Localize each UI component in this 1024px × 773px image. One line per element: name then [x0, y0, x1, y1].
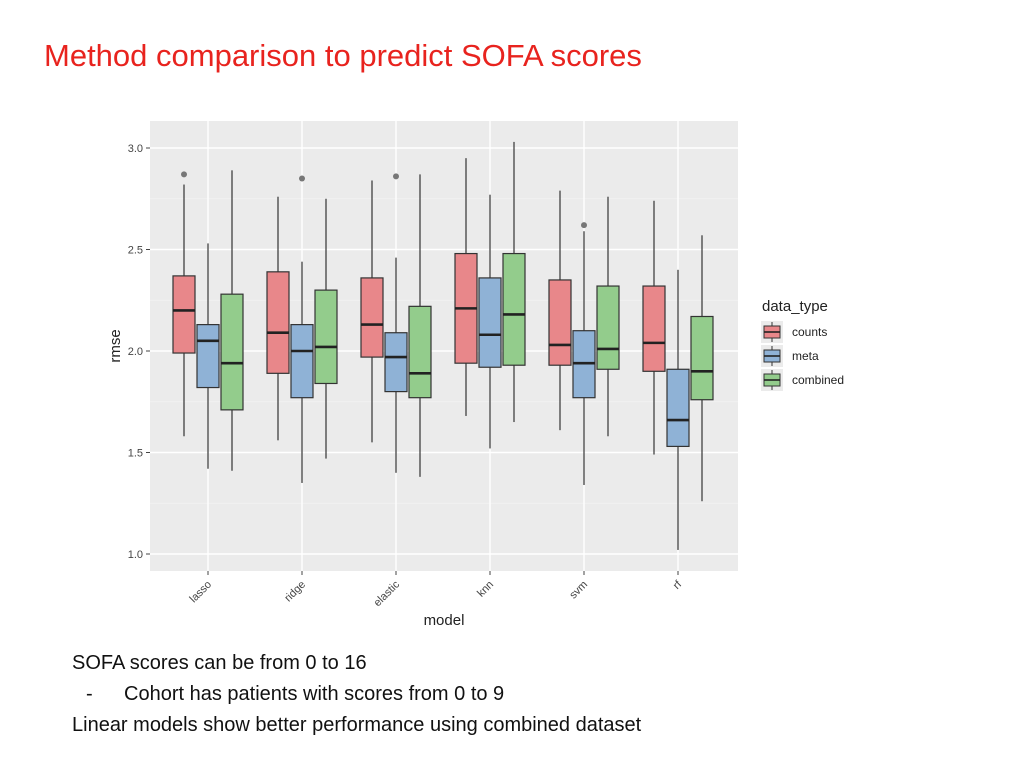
x-tick-label: rf — [671, 578, 685, 592]
y-tick-label: 2.5 — [128, 245, 143, 257]
x-tick-label: elastic — [372, 578, 403, 609]
box-body — [196, 324, 220, 389]
box-body — [666, 368, 690, 448]
legend-title: data_type — [762, 298, 828, 315]
legend-label: counts — [792, 325, 827, 339]
box-counts-elastic — [360, 180, 384, 443]
box-meta-elastic — [384, 173, 408, 473]
box-combined-knn — [502, 141, 526, 423]
box-counts-svm — [548, 190, 572, 431]
note-linear-models: Linear models show better performance us… — [72, 714, 642, 736]
note-sofa-range: SOFA scores can be from 0 to 16 — [72, 652, 367, 674]
box-body — [502, 252, 526, 366]
x-tick-label: svm — [567, 579, 590, 602]
box-counts-knn — [454, 158, 478, 416]
box-meta-ridge — [290, 175, 314, 483]
legend-item-combined: combined — [761, 369, 844, 391]
x-tick-label: knn — [475, 579, 496, 600]
legend: data_type counts meta combined — [761, 298, 844, 391]
box-body — [360, 277, 384, 358]
notes: SOFA scores can be from 0 to 16 - Cohort… — [72, 648, 641, 741]
x-tick-label: lasso — [187, 579, 214, 606]
box-body — [548, 279, 572, 366]
slide-title: Method comparison to predict SOFA scores — [44, 38, 642, 73]
note-cohort-text: Cohort has patients with scores from 0 t… — [124, 683, 505, 705]
box-meta-lasso — [196, 243, 220, 469]
y-axis-label: rmse — [107, 329, 124, 362]
legend-item-counts: counts — [761, 321, 827, 343]
box-body — [266, 271, 290, 374]
box-meta-svm — [572, 222, 596, 485]
box-meta-rf — [666, 269, 690, 550]
box-body — [290, 324, 314, 399]
plot-panel — [150, 121, 738, 571]
box-series — [172, 141, 714, 550]
y-tick-label: 3.0 — [128, 143, 143, 155]
outlier-point — [181, 171, 187, 178]
legend-item-meta: meta — [761, 345, 819, 367]
y-axis: 1.0 1.5 2.0 2.5 3.0 — [128, 143, 150, 561]
box-body — [642, 285, 666, 372]
box-combined-rf — [690, 235, 714, 502]
box-body — [596, 285, 620, 370]
outlier-point — [393, 173, 399, 180]
x-tick-label: ridge — [282, 579, 308, 605]
box-counts-rf — [642, 200, 666, 455]
box-body — [314, 289, 338, 385]
legend-label: combined — [792, 373, 844, 387]
y-tick-label: 1.0 — [128, 549, 143, 561]
box-combined-lasso — [220, 170, 244, 471]
box-counts-ridge — [266, 196, 290, 441]
box-body — [690, 315, 714, 401]
box-body — [408, 305, 432, 399]
y-tick-label: 2.0 — [128, 346, 143, 358]
box-meta-knn — [478, 194, 502, 449]
box-body — [384, 332, 408, 393]
box-combined-svm — [596, 196, 620, 437]
bullet-dash: - — [86, 683, 93, 705]
box-body — [172, 275, 196, 354]
legend-label: meta — [792, 349, 819, 363]
x-axis-label: model — [424, 612, 465, 629]
box-body — [220, 293, 244, 411]
x-axis: lasso ridge elastic knn svm rf — [187, 571, 685, 609]
box-counts-lasso — [172, 171, 196, 437]
note-cohort: - Cohort has patients with scores from 0… — [72, 679, 641, 710]
box-body — [478, 277, 502, 368]
box-combined-elastic — [408, 174, 432, 477]
outlier-point — [581, 222, 587, 229]
outlier-point — [299, 175, 305, 182]
box-combined-ridge — [314, 198, 338, 459]
y-tick-label: 1.5 — [128, 448, 143, 460]
